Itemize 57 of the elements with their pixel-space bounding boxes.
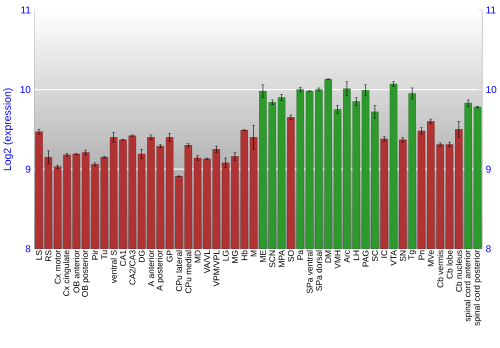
x-tick-label: CPu medial bbox=[185, 250, 192, 293]
x-tick-label: VA/VL bbox=[204, 250, 210, 274]
x-tick-label: VPM/VPL bbox=[213, 250, 220, 286]
x-tick-label: SPa ventral bbox=[306, 250, 313, 294]
x-tick-label: Cb lobe bbox=[446, 250, 453, 278]
x-tick-label: IC bbox=[381, 250, 388, 258]
x-tick-label: Cb nucleus bbox=[456, 250, 462, 292]
x-tick-label: DM bbox=[325, 250, 332, 262]
y2-tick-label: 10 bbox=[486, 86, 496, 93]
x-tick-label: spinal cord anterior bbox=[464, 250, 472, 322]
x-tick-label: Cb vermis bbox=[437, 250, 444, 288]
x-tick-label: MD bbox=[194, 250, 201, 262]
y2-tick-label: 11 bbox=[486, 6, 496, 14]
x-tick-label: OB anterior bbox=[73, 250, 80, 293]
x-tick-label: LS bbox=[36, 250, 42, 260]
x-tick-label: SC bbox=[372, 250, 378, 262]
x-tick-label: M bbox=[250, 250, 256, 256]
x-tick-label: Tg bbox=[408, 250, 416, 260]
x-tick-label: MVe bbox=[428, 250, 434, 266]
x-tick-label: LH bbox=[353, 250, 360, 260]
y2-tick-label: 8 bbox=[486, 245, 491, 252]
x-tick-label: Hb bbox=[241, 250, 248, 260]
x-tick-label: Tu bbox=[101, 250, 108, 260]
x-tick-label: spinal cord posterior bbox=[474, 250, 482, 326]
x-tick-label: A posterior bbox=[156, 250, 164, 291]
x-tick-label: CA2/CA3 bbox=[129, 250, 136, 285]
x-tick-label: CPu lateral bbox=[176, 250, 182, 292]
y2-tick-label: 9 bbox=[486, 166, 491, 173]
x-tick-label: ME bbox=[260, 250, 266, 262]
x-tick-label: MPA bbox=[278, 250, 284, 267]
x-tick-label: CA1 bbox=[120, 250, 126, 266]
x-tick-label: OB posterior bbox=[82, 250, 90, 297]
x-tick-label: SCN bbox=[269, 250, 276, 268]
x-tick-label: MG bbox=[232, 250, 238, 263]
y-tick-label: 8 bbox=[26, 245, 30, 252]
x-tick-label: VTA bbox=[390, 250, 396, 266]
x-tick-label: Pir bbox=[92, 250, 98, 260]
x-tick-label: SO bbox=[288, 250, 294, 262]
x-tick-label: Pa bbox=[297, 250, 304, 260]
x-tick-label: A anterior bbox=[148, 250, 154, 286]
y-tick-label: 11 bbox=[21, 6, 30, 14]
y-tick-label: 10 bbox=[20, 86, 30, 93]
x-tick-label: SN bbox=[400, 250, 406, 262]
x-tick-label: PAG bbox=[362, 250, 369, 266]
x-tick-label: VMH bbox=[334, 250, 340, 269]
x-tick-label: DG bbox=[138, 250, 145, 262]
x-tick-label: ventral S bbox=[110, 250, 117, 284]
x-tick-label: Cx cingulate bbox=[63, 250, 71, 296]
x-tick-label: SPa dorsal bbox=[316, 250, 322, 291]
x-tick-label: RS bbox=[45, 250, 52, 261]
y-tick-label: 9 bbox=[26, 166, 30, 173]
y-axis-title: Log2 (expression) bbox=[3, 88, 14, 170]
x-tick-label: LG bbox=[222, 250, 229, 260]
x-tick-label: GP bbox=[166, 250, 173, 262]
x-tick-label: Cx motor bbox=[54, 250, 61, 284]
x-tick-label: Pn bbox=[418, 250, 424, 260]
x-tick-label: Arc bbox=[344, 250, 350, 262]
